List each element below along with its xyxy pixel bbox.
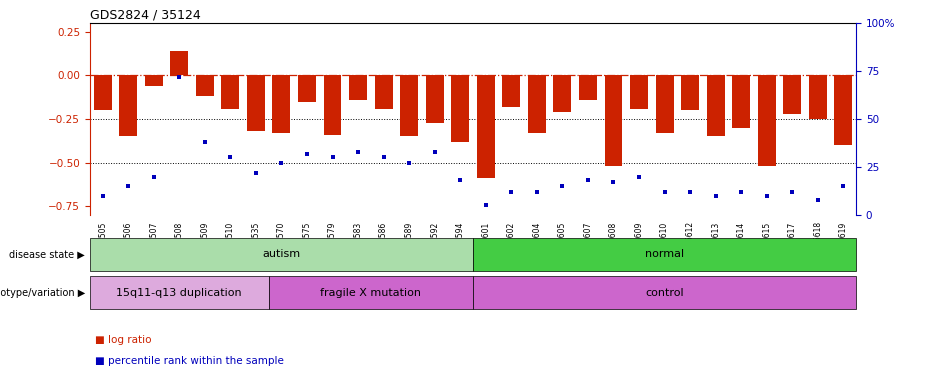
Point [682, 189, 697, 195]
Point [376, 154, 391, 161]
Point [657, 189, 672, 195]
Bar [473, 238, 856, 271]
Bar [269, 276, 473, 309]
Bar [681, 75, 699, 110]
Point [95, 193, 110, 199]
Point [784, 189, 799, 195]
Bar [196, 75, 214, 96]
Text: autism: autism [262, 249, 301, 260]
Point [810, 197, 825, 203]
Text: normal: normal [645, 249, 684, 260]
Point [171, 74, 186, 80]
Bar [473, 276, 856, 309]
Point [605, 179, 621, 185]
Bar [553, 75, 571, 112]
Bar [90, 238, 473, 271]
Point [580, 177, 595, 184]
Point [835, 183, 850, 189]
Point [631, 174, 646, 180]
Bar [298, 75, 316, 102]
Point [273, 160, 289, 166]
Text: genotype/variation ▶: genotype/variation ▶ [0, 288, 85, 298]
Text: GDS2824 / 35124: GDS2824 / 35124 [90, 9, 201, 22]
Bar [426, 75, 444, 122]
Point [197, 139, 212, 145]
Bar [604, 75, 622, 166]
Bar [90, 276, 269, 309]
Point [121, 183, 136, 189]
Bar [707, 75, 725, 136]
Text: disease state ▶: disease state ▶ [9, 249, 85, 260]
Bar [272, 75, 290, 133]
Point [427, 149, 442, 155]
Bar [630, 75, 648, 109]
Point [350, 149, 365, 155]
Point [222, 154, 237, 161]
Text: 15q11-q13 duplication: 15q11-q13 duplication [116, 288, 242, 298]
Point [452, 177, 467, 184]
Bar [451, 75, 469, 142]
Point [299, 151, 314, 157]
Bar [119, 75, 137, 136]
Bar [579, 75, 597, 100]
Bar [349, 75, 367, 100]
Bar [221, 75, 239, 109]
Point [759, 193, 774, 199]
Text: control: control [645, 288, 684, 298]
Point [401, 160, 416, 166]
Point [554, 183, 569, 189]
Bar [502, 75, 520, 107]
Bar [375, 75, 393, 109]
Point [733, 189, 748, 195]
Bar [324, 75, 342, 135]
Point [324, 154, 340, 161]
Point [146, 174, 161, 180]
Bar [656, 75, 674, 133]
Point [529, 189, 544, 195]
Bar [145, 75, 163, 86]
Bar [247, 75, 265, 131]
Bar [834, 75, 852, 145]
Bar [758, 75, 776, 166]
Bar [528, 75, 546, 133]
Bar [170, 51, 188, 75]
Text: ■ log ratio: ■ log ratio [95, 335, 151, 345]
Text: fragile X mutation: fragile X mutation [321, 288, 421, 298]
Point [708, 193, 723, 199]
Bar [477, 75, 495, 179]
Bar [732, 75, 750, 128]
Text: ■ percentile rank within the sample: ■ percentile rank within the sample [95, 356, 284, 366]
Bar [400, 75, 418, 136]
Bar [783, 75, 801, 114]
Bar [809, 75, 827, 119]
Point [478, 202, 493, 209]
Bar [94, 75, 112, 110]
Point [503, 189, 518, 195]
Point [248, 170, 263, 176]
